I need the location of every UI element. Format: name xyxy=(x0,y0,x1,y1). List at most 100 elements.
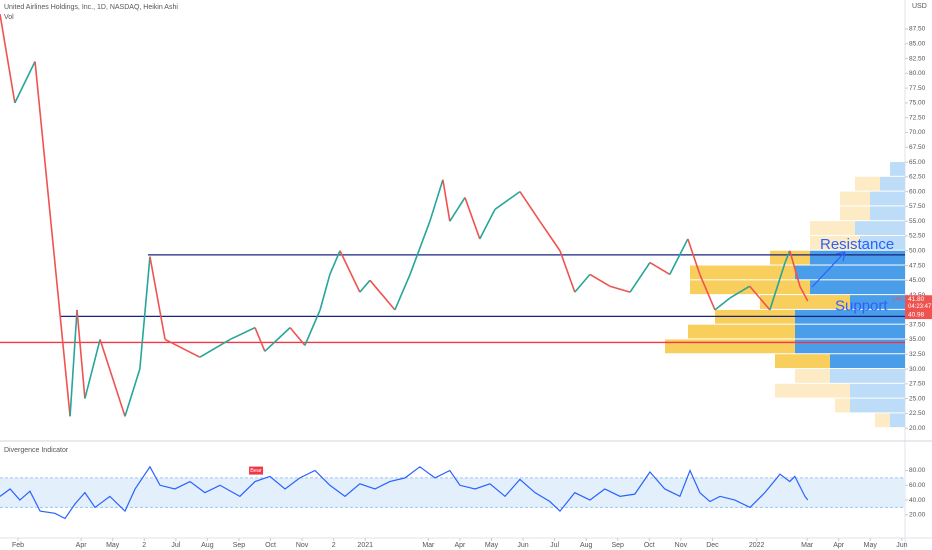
y-tick-label: 87.50 xyxy=(909,26,926,33)
arrow xyxy=(811,251,846,288)
price-segment xyxy=(714,297,731,311)
x-tick-label: May xyxy=(864,542,878,549)
price-segment xyxy=(264,327,291,352)
price-segment xyxy=(229,326,256,341)
price-segment xyxy=(749,285,771,311)
profile-up xyxy=(795,339,905,354)
price-segment xyxy=(609,285,631,293)
indicator-line xyxy=(0,465,809,520)
y-tick-label: 82.50 xyxy=(909,55,926,62)
profile-up xyxy=(810,280,905,295)
x-tick-label: 2 xyxy=(332,542,336,549)
price-segment xyxy=(519,191,541,222)
level-label: Resistance xyxy=(820,236,894,253)
y-tick-label: 60.00 xyxy=(909,188,926,195)
profile-up xyxy=(880,176,905,191)
profile-down xyxy=(835,398,850,413)
profile-up xyxy=(850,383,905,398)
profile-down xyxy=(855,176,880,191)
price-segment xyxy=(394,274,411,311)
price-segment xyxy=(76,309,86,399)
signal-box xyxy=(249,466,264,475)
profile-up xyxy=(855,221,905,235)
price-segment xyxy=(784,250,791,263)
x-tick-label: May xyxy=(106,542,120,549)
profile-down xyxy=(775,354,830,369)
price-segment xyxy=(149,256,166,340)
price-segment xyxy=(289,327,306,346)
x-tick-label: Mar xyxy=(422,542,435,549)
x-tick-label: Jul xyxy=(550,542,559,549)
profile-up xyxy=(830,354,905,369)
price-segment xyxy=(449,197,466,222)
price-segment xyxy=(329,250,341,275)
price-segment xyxy=(84,339,101,399)
last-price: 41.80 xyxy=(908,296,925,303)
y-tick-label: 55.00 xyxy=(909,218,926,225)
price-segment xyxy=(669,238,689,275)
price-segment xyxy=(139,256,151,370)
x-tick-label: Dec xyxy=(706,542,719,549)
signal-label: Bear xyxy=(250,468,262,474)
price-segment xyxy=(319,274,331,311)
x-tick-label: Apr xyxy=(833,542,845,549)
x-tick-label: Sep xyxy=(233,542,246,549)
price-segment xyxy=(799,285,809,302)
price-segment xyxy=(254,327,266,352)
price-segment xyxy=(359,279,371,293)
price-segment xyxy=(589,273,611,287)
profile-down xyxy=(690,265,795,280)
profile-down xyxy=(775,383,850,398)
x-tick-label: Jul xyxy=(171,542,180,549)
y-tick-label: 67.50 xyxy=(909,144,926,151)
profile-down xyxy=(770,250,810,265)
price-segment xyxy=(494,190,521,211)
volume-label: Vol xyxy=(4,14,14,21)
profile-down xyxy=(810,235,860,250)
x-tick-label: 2022 xyxy=(749,542,765,549)
y-tick-label: 62.50 xyxy=(909,174,926,181)
x-tick-label: Apr xyxy=(76,542,88,549)
profile-up xyxy=(795,265,905,280)
y-tick-label: 32.50 xyxy=(909,351,926,358)
y-tick-label: 77.50 xyxy=(909,85,926,92)
price-segment xyxy=(339,250,361,293)
price-segment xyxy=(729,285,751,299)
price-segment xyxy=(164,338,201,358)
y-tick-label: 35.00 xyxy=(909,336,926,343)
price-segment xyxy=(124,368,141,417)
x-tick-label: Aug xyxy=(201,542,214,549)
y-tick-label: 30.00 xyxy=(909,366,926,373)
profile-up xyxy=(890,162,905,176)
y-tick-label: 52.50 xyxy=(909,233,926,240)
price-segment xyxy=(442,179,451,222)
x-tick-label: Feb xyxy=(12,542,24,549)
profile-up xyxy=(795,324,905,339)
last-symbol: UAL xyxy=(893,297,904,303)
x-tick-label: Nov xyxy=(296,542,309,549)
y-tick-label: 45.00 xyxy=(909,277,926,284)
x-tick-label: May xyxy=(485,542,499,549)
y-tick-label: 72.50 xyxy=(909,114,926,121)
y-tick-label: 37.50 xyxy=(909,321,926,328)
profile-up xyxy=(850,295,905,309)
x-tick-label: Aug xyxy=(580,542,593,549)
price-segment xyxy=(687,238,701,275)
price-segment xyxy=(479,208,496,240)
y-tick-label: 65.00 xyxy=(909,159,926,166)
price-segment xyxy=(409,220,431,275)
profile-down xyxy=(665,339,795,354)
y-tick-label: 80.00 xyxy=(909,467,926,474)
profile-down xyxy=(760,295,850,309)
prior-box xyxy=(905,310,932,320)
profile-down xyxy=(688,324,795,339)
profile-down xyxy=(795,369,830,383)
last-price-box xyxy=(905,295,932,312)
x-tick-label: Oct xyxy=(265,542,276,549)
y-tick-label: 70.00 xyxy=(909,129,926,136)
price-segment xyxy=(769,262,786,311)
y-tick-label: 22.50 xyxy=(909,410,926,417)
y-tick-label: 47.50 xyxy=(909,262,926,269)
indicator-title: Divergence Indicator xyxy=(4,447,69,454)
